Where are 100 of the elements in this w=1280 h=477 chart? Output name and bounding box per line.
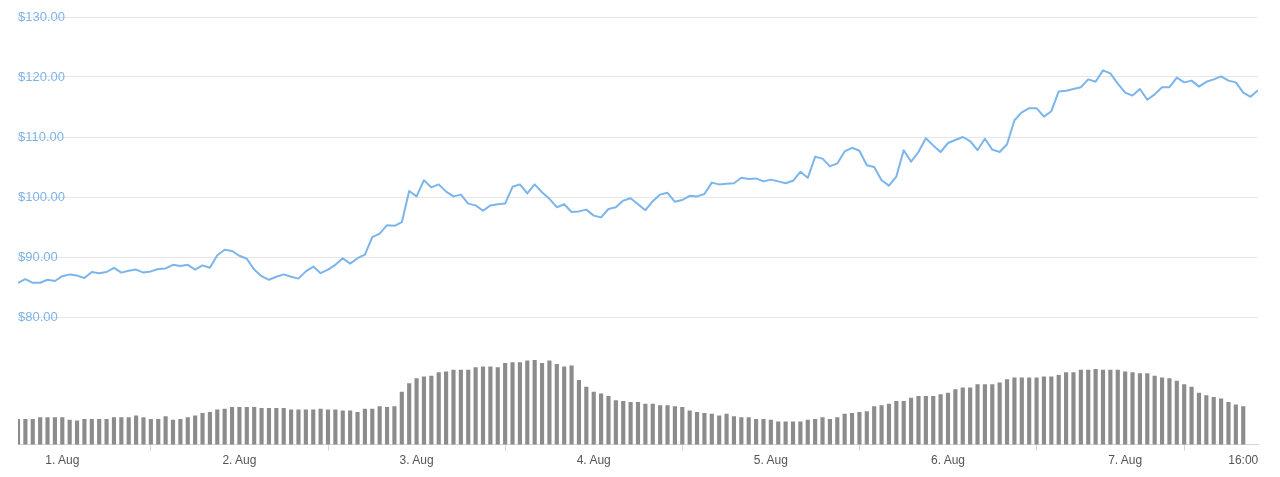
bar: [392, 406, 397, 445]
bar: [798, 421, 803, 445]
bar: [362, 408, 367, 445]
bar: [576, 379, 582, 445]
bar: [960, 387, 965, 445]
bar: [584, 386, 589, 445]
bar: [281, 407, 286, 445]
bar: [945, 392, 951, 445]
x-tick-label: 5. Aug: [753, 453, 788, 468]
bar: [458, 369, 463, 445]
bar: [38, 417, 43, 445]
bar: [968, 387, 973, 445]
bar: [717, 415, 722, 445]
bar: [923, 396, 928, 445]
bar: [222, 408, 227, 445]
bar: [104, 418, 109, 445]
bar: [407, 383, 412, 445]
bar: [975, 384, 980, 445]
bar: [274, 407, 279, 445]
bar: [886, 403, 892, 445]
bar: [672, 406, 677, 445]
bar: [377, 406, 382, 445]
bar: [1004, 379, 1010, 445]
bar: [1204, 395, 1209, 445]
y-tick-label: $80.00: [18, 308, 58, 324]
bar: [857, 412, 862, 445]
bar: [1159, 377, 1165, 445]
bar: [1145, 373, 1150, 445]
bar: [215, 409, 220, 445]
bar: [872, 406, 877, 445]
bar: [842, 413, 847, 445]
bar: [599, 393, 604, 445]
bar: [119, 417, 124, 445]
bar: [23, 418, 28, 445]
bar: [827, 418, 832, 445]
bar: [289, 409, 294, 445]
bar: [650, 403, 655, 445]
bar: [30, 418, 35, 445]
bar: [909, 397, 914, 445]
x-tick-label: 2. Aug: [222, 453, 257, 468]
bar: [325, 409, 331, 445]
bar: [148, 418, 153, 445]
bar: [252, 407, 257, 445]
bar: [97, 418, 102, 445]
x-tick-label: 7. Aug: [1108, 453, 1143, 468]
bar: [82, 418, 87, 445]
bar: [606, 396, 611, 445]
bar: [18, 418, 21, 445]
bar: [702, 412, 707, 445]
bar: [466, 369, 471, 445]
bar: [1027, 377, 1032, 445]
bar: [266, 407, 272, 445]
bar: [436, 372, 441, 445]
bar: [1108, 369, 1113, 445]
bar: [746, 417, 751, 445]
bar: [1219, 398, 1224, 445]
bar: [170, 419, 176, 445]
bar: [207, 412, 212, 445]
bar: [768, 419, 773, 445]
bar: [503, 363, 508, 445]
bar: [635, 401, 641, 445]
bar: [1056, 374, 1061, 445]
bar: [813, 418, 818, 445]
bar: [296, 409, 301, 445]
bar: [1019, 377, 1024, 445]
bar: [835, 417, 840, 445]
bar: [237, 407, 242, 445]
bar: [916, 396, 921, 445]
bar: [1167, 378, 1172, 445]
bar: [879, 405, 884, 445]
bar: [259, 407, 264, 445]
bar: [229, 407, 235, 445]
bar: [1086, 369, 1091, 445]
bar: [451, 369, 456, 445]
bar: [1196, 392, 1202, 445]
bar: [643, 403, 648, 445]
y-tick-label: $120.00: [18, 68, 65, 84]
bar: [1093, 368, 1098, 445]
bar: [89, 418, 94, 445]
bar: [74, 420, 80, 445]
bar: [510, 362, 515, 445]
bar: [141, 417, 146, 445]
bar: [303, 409, 308, 445]
bar: [783, 421, 788, 445]
bar: [1130, 372, 1135, 445]
bar: [1226, 401, 1231, 445]
bar: [997, 382, 1002, 445]
bar: [1137, 373, 1142, 445]
bar: [864, 411, 869, 445]
bar: [1012, 377, 1017, 445]
bar: [687, 410, 692, 445]
bar: [429, 375, 434, 445]
bar: [628, 401, 633, 445]
bar: [1233, 404, 1238, 445]
bar: [517, 362, 522, 445]
bar: [178, 418, 183, 445]
bar: [200, 412, 205, 445]
x-tick-label: 4. Aug: [576, 453, 611, 468]
bar: [776, 421, 781, 445]
bar: [318, 408, 323, 445]
